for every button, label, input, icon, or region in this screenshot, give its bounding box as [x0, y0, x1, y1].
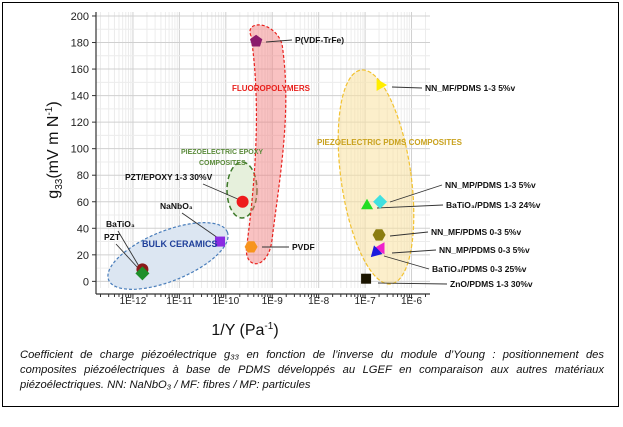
leader-line	[181, 212, 219, 239]
point-labels: BULK CERAMICS PIEZOELECTRIC EPOXY COMPOSIT…	[104, 35, 541, 289]
point-label: PZT/EPOXY 1-3 30%V	[125, 172, 213, 182]
data-point	[372, 229, 386, 241]
pdms-composites-region	[337, 69, 415, 285]
bulk-ceramics-label: BULK CERAMICS	[142, 239, 218, 249]
point-label: BaTiO₃/PDMS 1-3 24%v	[446, 200, 541, 210]
data-points	[135, 34, 388, 284]
x-tick-label: 1E-8	[308, 296, 330, 307]
y-tick-label: 200	[71, 11, 89, 23]
scatter-chart: 0 20 40 60 80 100 120 140 160 180 200 1E-12 1E-11 1E-…	[44, 11, 541, 339]
fluoropolymers-label: FLUOROPOLYMERS	[232, 84, 311, 93]
x-tick-label: 1E-7	[355, 296, 377, 307]
data-point	[361, 198, 374, 210]
axes: 0 20 40 60 80 100 120 140 160 180 200 1E-12 1E-11 1E-…	[71, 11, 430, 307]
data-point	[250, 34, 263, 47]
point-label: NN_MP/PDMS 1-3 5%v	[445, 180, 536, 190]
data-point	[373, 194, 388, 209]
pdms-composites-label: PIEZOELECTRIC PDMS COMPOSITES	[317, 138, 463, 147]
epoxy-label-line2: COMPOSITES	[199, 160, 246, 167]
x-tick-label: 1E-10	[212, 296, 239, 307]
point-label: PZT	[104, 232, 121, 242]
x-axis-label: 1/Y (Pa-1)	[211, 321, 278, 339]
y-axis-label: g33(mV m N-1)	[44, 101, 65, 198]
y-tick-label: 40	[77, 223, 89, 235]
data-point	[215, 236, 226, 247]
data-point	[236, 195, 249, 208]
point-label: NaNbO₃	[160, 201, 193, 211]
epoxy-region	[226, 161, 258, 219]
leader-line	[391, 249, 437, 254]
data-point	[374, 242, 385, 255]
y-tick-label: 120	[71, 117, 89, 129]
data-point	[244, 241, 258, 253]
leader-line	[265, 39, 293, 43]
group-regions	[107, 24, 415, 290]
data-point	[361, 273, 372, 284]
epoxy-label: PIEZOELECTRIC EPOXY	[181, 149, 263, 156]
data-point	[370, 245, 383, 258]
x-tick-label: 1E-12	[120, 296, 147, 307]
y-tick-label: 180	[71, 38, 89, 50]
x-tick-label: 1E-9	[262, 296, 284, 307]
leader-line	[115, 243, 139, 269]
y-tick-label: 20	[77, 250, 89, 262]
leader-line	[389, 231, 429, 237]
point-label: BaTiO₃	[106, 219, 135, 229]
y-tick-label: 140	[71, 91, 89, 103]
figure-caption: Coefficient de charge piézoélectrique g₃…	[20, 349, 604, 391]
leader-line	[383, 255, 430, 270]
point-label: P(VDF-TrFe)	[295, 35, 344, 45]
y-tick-label: 60	[77, 197, 89, 209]
leader-line	[377, 282, 448, 285]
data-point	[135, 266, 150, 281]
data-point	[376, 78, 388, 91]
point-label: NN_MP/PDMS 0-3 5%v	[439, 245, 530, 255]
y-tick-label: 100	[71, 144, 89, 156]
x-tick-label: 1E-11	[166, 296, 192, 307]
leader-line	[117, 230, 141, 269]
point-label: BaTiO₃/PDMS 0-3 25%v	[432, 264, 527, 274]
x-tick-label: 1E-6	[401, 296, 423, 307]
point-label: ZnO/PDMS 1-3 30%v	[450, 279, 533, 289]
point-label: PVDF	[292, 242, 315, 252]
point-label: NN_MF/PDMS 0-3 5%v	[431, 227, 521, 237]
leader-lines	[115, 39, 448, 285]
figure-frame	[2, 2, 619, 407]
y-tick-label: 160	[71, 64, 89, 76]
leader-line	[202, 183, 241, 201]
point-label: NN_MF/PDMS 1-3 5%v	[425, 83, 515, 93]
fluoropolymers-region	[245, 24, 287, 265]
y-tick-label: 0	[83, 276, 89, 288]
y-tick-label: 80	[77, 170, 89, 182]
leader-line	[391, 86, 423, 89]
leader-line	[376, 204, 444, 209]
leader-line	[389, 184, 443, 203]
